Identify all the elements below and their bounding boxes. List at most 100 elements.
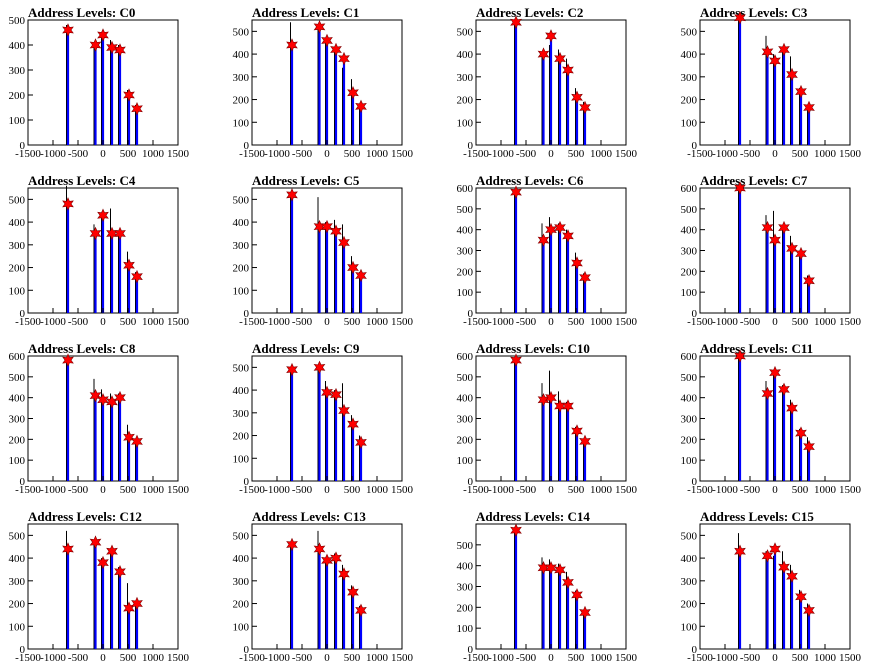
x-tick-label: -1500 — [687, 316, 713, 328]
y-tick-label: 500 — [9, 194, 26, 206]
y-tick-label: 400 — [9, 40, 26, 52]
peak-marker — [579, 270, 591, 285]
y-tick-label: 500 — [233, 194, 250, 206]
y-tick-label: 0 — [468, 476, 474, 488]
x-tick-label: 1000 — [814, 484, 837, 496]
panel-title: Address Levels: C14 — [476, 509, 590, 524]
peak-marker — [330, 387, 342, 402]
x-tick-label: 0 — [548, 316, 554, 328]
peak-marker — [89, 388, 102, 403]
x-tick-label: -500 — [292, 316, 313, 328]
y-tick-label: 300 — [681, 72, 698, 84]
x-tick-label: -500 — [68, 148, 89, 160]
peak-marker — [786, 401, 798, 415]
peak-marker — [554, 51, 566, 66]
y-tick-label: 500 — [457, 204, 474, 216]
peak-marker — [571, 90, 583, 105]
x-tick-label: -1000 — [264, 652, 290, 664]
peak-marker — [761, 386, 774, 401]
x-tick-label: -1500 — [687, 484, 713, 496]
x-tick-label: 1500 — [167, 316, 190, 328]
x-tick-label: 1500 — [391, 148, 414, 160]
y-tick-label: 200 — [681, 434, 698, 446]
y-tick-label: 400 — [233, 49, 250, 61]
panel-c11: Address Levels: C11 0 100 200 300 400 500 600 -1… — [681, 341, 862, 496]
peak-marker — [106, 226, 118, 241]
peak-marker — [321, 553, 333, 568]
peak-marker — [313, 20, 326, 34]
peak-marker — [554, 399, 566, 413]
y-tick-label: 100 — [233, 117, 250, 129]
peak-marker — [131, 269, 143, 284]
y-tick-label: 0 — [468, 644, 474, 656]
x-tick-label: 1500 — [839, 316, 862, 328]
peak-marker — [795, 589, 807, 604]
x-tick-label: -1500 — [239, 652, 265, 664]
peak-marker — [286, 38, 298, 52]
peak-marker — [734, 349, 746, 363]
x-tick-label: -1000 — [264, 316, 290, 328]
x-tick-label: -500 — [740, 652, 761, 664]
peak-marker — [97, 393, 109, 407]
y-tick-label: 300 — [9, 65, 26, 77]
peak-marker — [554, 563, 566, 577]
x-tick-label: 0 — [100, 148, 106, 160]
x-tick-label: 500 — [568, 652, 585, 664]
y-tick-label: 0 — [20, 476, 26, 488]
y-tick-label: 0 — [20, 308, 26, 320]
peak-marker — [778, 560, 790, 574]
peak-marker — [131, 596, 143, 611]
y-tick-label: 600 — [457, 183, 474, 195]
y-tick-label: 400 — [457, 49, 474, 61]
x-tick-label: 1500 — [167, 484, 190, 496]
panel-title: Address Levels: C15 — [700, 509, 814, 524]
x-tick-label: 500 — [568, 316, 585, 328]
x-tick-label: -1000 — [264, 148, 290, 160]
x-tick-label: -1000 — [40, 316, 66, 328]
x-tick-label: 1500 — [167, 148, 190, 160]
peak-marker — [347, 85, 359, 100]
peak-marker — [571, 588, 583, 602]
x-tick-label: -1500 — [15, 148, 41, 160]
peak-marker — [795, 426, 807, 440]
y-tick-label: 0 — [244, 476, 250, 488]
y-tick-label: 200 — [681, 599, 698, 611]
peak-marker — [313, 542, 326, 556]
x-tick-label: -1000 — [488, 484, 514, 496]
y-tick-label: 200 — [457, 602, 474, 614]
peak-marker — [286, 537, 298, 552]
y-tick-label: 100 — [457, 287, 474, 299]
x-tick-label: -1000 — [712, 316, 738, 328]
peak-marker — [286, 188, 298, 202]
x-tick-label: -500 — [740, 484, 761, 496]
y-tick-label: 400 — [233, 553, 250, 565]
x-tick-label: -500 — [292, 652, 313, 664]
peak-marker — [62, 197, 74, 211]
y-tick-label: 300 — [457, 582, 474, 594]
peak-marker — [510, 15, 522, 30]
x-tick-label: 1000 — [590, 484, 613, 496]
x-tick-label: 0 — [100, 652, 106, 664]
y-tick-label: 200 — [681, 266, 698, 278]
peak-marker — [545, 222, 557, 237]
x-tick-label: -1000 — [712, 148, 738, 160]
peak-marker — [803, 603, 815, 618]
peak-marker — [761, 220, 774, 235]
y-tick-label: 200 — [681, 95, 698, 107]
x-tick-label: 1500 — [839, 148, 862, 160]
peak-marker — [510, 353, 522, 367]
y-tick-label: 0 — [20, 644, 26, 656]
peak-marker — [803, 439, 815, 454]
peak-marker — [778, 382, 790, 397]
panel-c0: Address Levels: C00100200300400500-1500-… — [9, 5, 190, 160]
y-tick-label: 100 — [233, 453, 250, 465]
x-tick-label: 1000 — [142, 316, 165, 328]
y-tick-label: 300 — [681, 246, 698, 258]
panel-title: Address Levels: C6 — [476, 173, 584, 188]
y-tick-label: 500 — [9, 372, 26, 384]
y-tick-label: 200 — [233, 95, 250, 107]
peak-marker — [545, 390, 557, 405]
x-tick-label: -500 — [292, 148, 313, 160]
panel-title: Address Levels: C7 — [700, 173, 808, 188]
y-tick-label: 400 — [681, 49, 698, 61]
